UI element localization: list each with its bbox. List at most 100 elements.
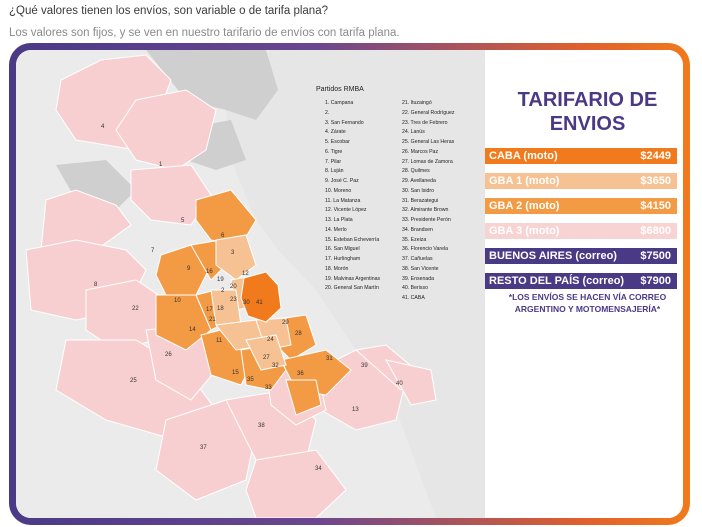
partido-number: 24: [267, 337, 274, 343]
rate-price: $4150: [640, 200, 671, 212]
partido-number: 41: [256, 300, 263, 306]
partido-number: 23: [230, 297, 237, 303]
partido-number: 39: [361, 363, 368, 369]
shipping-note: *LOS ENVÍOS SE HACEN VÍA CORREO ARGENTIN…: [508, 292, 667, 314]
legend-entry: 26. Marcos Paz: [402, 148, 439, 155]
rate-zone: BUENOS AIRES (correo): [489, 250, 617, 262]
legend-entry: 35. Ezeiza: [402, 236, 427, 243]
partido-number: 32: [272, 363, 279, 369]
partido-number: 21: [209, 317, 216, 323]
rate-row: GBA 3 (moto) $6800: [485, 223, 677, 239]
legend-entry: 21. Ituzaingó: [402, 100, 432, 106]
partido-number: 33: [265, 385, 272, 391]
legend-entry: 37. Cañuelas: [402, 256, 433, 262]
legend-entry: 41. CABA: [402, 295, 425, 301]
legend-entry: 31. Berazategui: [402, 197, 439, 204]
partido-number: 9: [187, 266, 191, 272]
partido-number: 8: [94, 282, 98, 288]
partido-number: 3: [231, 250, 235, 256]
legend-entry: 12. Vicente López: [325, 207, 367, 214]
legend-entry: 22. General Rodríguez: [402, 109, 455, 116]
legend-entry: 17. Hurlingham: [325, 256, 361, 262]
tarifario-panel: TARIFARIO DE ENVIOS CABA (moto) $2449 GBA …: [485, 50, 683, 518]
tarifario-title: TARIFARIO DE ENVIOS: [517, 89, 658, 135]
legend-entry: 34. Brandsen: [402, 226, 433, 233]
faq-answer: Los valores son fijos, y se ven en nuest…: [9, 27, 400, 39]
legend-column-right: 21. Ituzaingó 22. General Rodríguez 23. Tr…: [402, 99, 454, 304]
rate-zone: RESTO DEL PAÍS (correo): [489, 275, 625, 287]
partido-number: 7: [151, 248, 155, 254]
partido-number: 14: [189, 327, 196, 333]
partido-number: 38: [258, 423, 265, 429]
tarifario-card: Partidos RMBA 1. Campana 2. 3. San Fernan…: [9, 43, 690, 525]
legend-entry: 23. Tres de Febrero: [402, 119, 448, 126]
partido-number: 20: [230, 284, 237, 290]
legend-entry: 16. San Miguel: [325, 246, 360, 253]
partido-number: 40: [396, 381, 403, 387]
partido-number: 5: [181, 218, 185, 224]
rate-price: $7900: [640, 275, 671, 287]
partido-number: 15: [232, 370, 239, 376]
partido-number: 6: [221, 233, 225, 239]
partido-number: 4: [101, 124, 105, 130]
partido-number: 35: [247, 377, 254, 383]
partido-number: 28: [295, 331, 302, 337]
partido-number: 31: [326, 356, 333, 362]
partido-number: 1: [159, 162, 163, 168]
partido-number: 27: [263, 355, 270, 361]
legend-entry: 14. Merlo: [325, 226, 347, 233]
legend-entry: 30. San Isidro: [402, 187, 435, 194]
legend-entry: 36. Florencio Varela: [402, 246, 449, 253]
partido-number: 30: [243, 300, 250, 306]
legend-entry: 33. Presidente Perón: [402, 217, 451, 223]
legend-entry: 7. Pilar: [325, 158, 342, 165]
partido-number: 29: [282, 320, 289, 326]
rate-price: $3650: [640, 175, 671, 187]
partido-number: 2: [221, 288, 225, 294]
legend-entry: 8. Luján: [325, 168, 344, 175]
partido-number: 26: [165, 352, 172, 358]
rmba-map: Partidos RMBA 1. Campana 2. 3. San Fernan…: [16, 50, 485, 518]
partido-number: 19: [217, 277, 224, 283]
legend-entry: 9. José C. Paz: [325, 178, 359, 184]
legend-entry: 3. San Fernando: [325, 119, 364, 126]
partido-number: 16: [206, 269, 213, 275]
partido-number: 12: [242, 271, 249, 277]
rate-row: GBA 1 (moto) $3650: [485, 173, 677, 189]
partido-number: 34: [315, 466, 322, 472]
legend-entry: 20. General San Martín: [325, 285, 379, 292]
legend-entry: 18. Morón: [325, 265, 349, 272]
legend-entry: 29. Avellaneda: [402, 178, 436, 184]
partido-number: 36: [297, 371, 304, 377]
rate-price: $6800: [640, 225, 671, 237]
rate-row: GBA 2 (moto) $4150: [485, 198, 677, 214]
legend-entry: 15. Esteban Echeverría: [325, 236, 380, 243]
legend-entry: 28. Quilmes: [402, 168, 430, 175]
rmba-map-graphic: [25, 50, 485, 518]
legend-entry: 38. San Vicente: [402, 265, 439, 272]
faq-question: ¿Qué valores tienen los envíos, son vari…: [9, 5, 328, 17]
rate-zone: GBA 2 (moto): [489, 200, 560, 212]
rate-row: BUENOS AIRES (correo) $7500: [485, 248, 677, 264]
legend-entry: 5. Escobar: [325, 139, 350, 145]
legend-entry: 4. Zárate: [325, 129, 346, 136]
rate-row: CABA (moto) $2449: [485, 148, 677, 164]
rate-price: $2449: [640, 150, 671, 162]
rate-row: RESTO DEL PAÍS (correo) $7900: [485, 273, 677, 289]
legend-entry: 6. Tigre: [325, 148, 343, 155]
legend-column-left: 1. Campana 2. 3. San Fernando 4. Zárate 5. …: [325, 99, 380, 294]
legend-entry: 27. Lomas de Zamora: [402, 158, 453, 165]
partido-number: 17: [206, 307, 213, 313]
partido-number: 10: [174, 298, 181, 304]
legend-entry: 11. La Matanza: [325, 197, 361, 204]
partido-number: 18: [217, 306, 224, 312]
legend-entry: 2.: [325, 109, 330, 116]
legend-entry: 40. Berisso: [402, 285, 428, 292]
partido-number: 37: [200, 445, 207, 451]
legend-entry: 25. General Las Heras: [402, 139, 455, 145]
legend-entry: 24. Lanús: [402, 129, 425, 136]
partido-number: 11: [216, 338, 223, 344]
partido-number: 13: [352, 407, 359, 413]
rate-zone: GBA 3 (moto): [489, 225, 560, 237]
partido-number: 22: [132, 306, 139, 312]
